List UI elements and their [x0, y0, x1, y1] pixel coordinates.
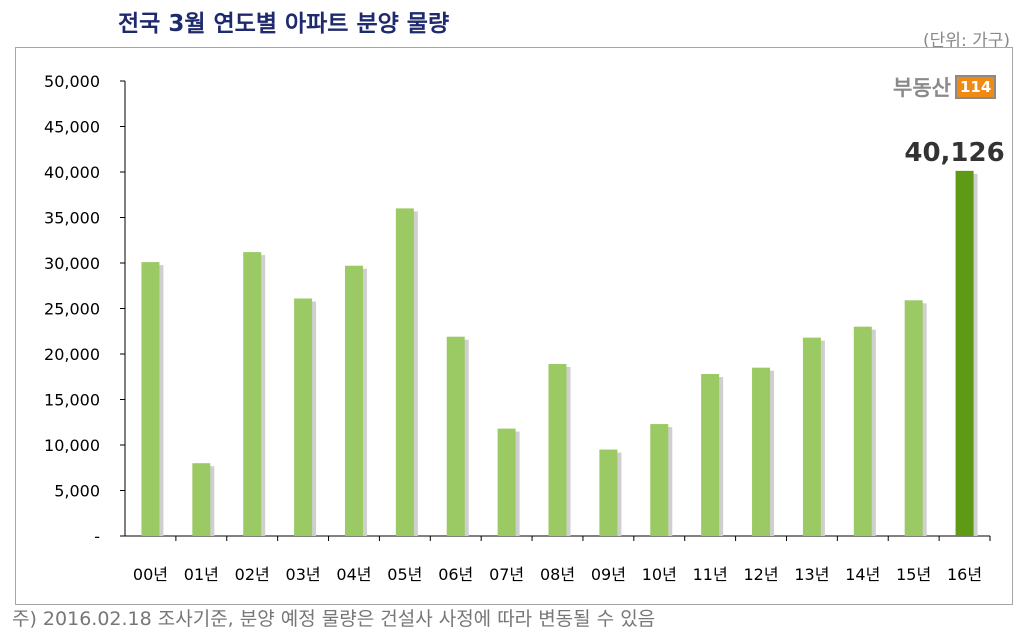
y-tick-label: 40,000 [44, 163, 100, 182]
y-tick-label: 35,000 [44, 209, 100, 228]
bar-14년 [853, 326, 872, 536]
y-tick-label: - [94, 527, 100, 546]
bar-13년 [802, 337, 821, 536]
bar-00년 [141, 262, 160, 536]
bar-06년 [446, 336, 465, 536]
x-tick-label: 13년 [794, 565, 829, 584]
x-tick-label: 02년 [235, 565, 270, 584]
bar-09년 [599, 449, 618, 536]
bar-15년 [904, 300, 923, 536]
x-tick-label: 14년 [845, 565, 880, 584]
x-tick-label: 11년 [693, 565, 728, 584]
x-tick-label: 04년 [336, 565, 371, 584]
bar-05년 [395, 208, 414, 536]
bar-10년 [650, 424, 669, 536]
x-tick-label: 16년 [947, 565, 982, 584]
bar-01년 [192, 463, 211, 536]
x-tick-label: 08년 [540, 565, 575, 584]
x-tick-label: 09년 [591, 565, 626, 584]
bar-03년 [294, 298, 313, 536]
y-tick-label: 5,000 [54, 482, 100, 501]
bar-16년 [955, 170, 974, 536]
x-tick-label: 01년 [184, 565, 219, 584]
y-tick-label: 50,000 [44, 72, 100, 91]
unit-label: (단위: 가구) [923, 31, 1010, 51]
bar-12년 [752, 367, 771, 536]
x-tick-label: 12년 [743, 565, 778, 584]
x-tick-label: 07년 [489, 565, 524, 584]
data-label: 40,126 [904, 138, 1004, 168]
logo: 부동산 114 [893, 72, 997, 102]
x-tick-label: 10년 [642, 565, 677, 584]
bar-07년 [497, 428, 516, 536]
x-tick-label: 15년 [896, 565, 931, 584]
footnote: 주) 2016.02.18 조사기준, 분양 예정 물량은 건설사 사정에 따라… [12, 608, 656, 630]
y-tick-label: 30,000 [44, 254, 100, 273]
y-tick-label: 45,000 [44, 118, 100, 137]
logo-text: 부동산 [893, 76, 951, 100]
y-tick-label: 10,000 [44, 436, 100, 455]
x-tick-label: 05년 [387, 565, 422, 584]
bar-08년 [548, 364, 567, 536]
x-tick-label: 06년 [438, 565, 473, 584]
chart-frame [15, 47, 1013, 605]
y-tick-label: 15,000 [44, 391, 100, 410]
chart-title: 전국 3월 연도별 아파트 분양 물량 [118, 11, 450, 37]
bar-04년 [344, 265, 363, 536]
bar-02년 [243, 252, 262, 536]
y-tick-label: 25,000 [44, 300, 100, 319]
x-tick-label: 00년 [133, 565, 168, 584]
bar-11년 [701, 374, 720, 536]
x-tick-label: 03년 [286, 565, 321, 584]
y-tick-label: 20,000 [44, 345, 100, 364]
logo-number: 114 [956, 77, 995, 97]
